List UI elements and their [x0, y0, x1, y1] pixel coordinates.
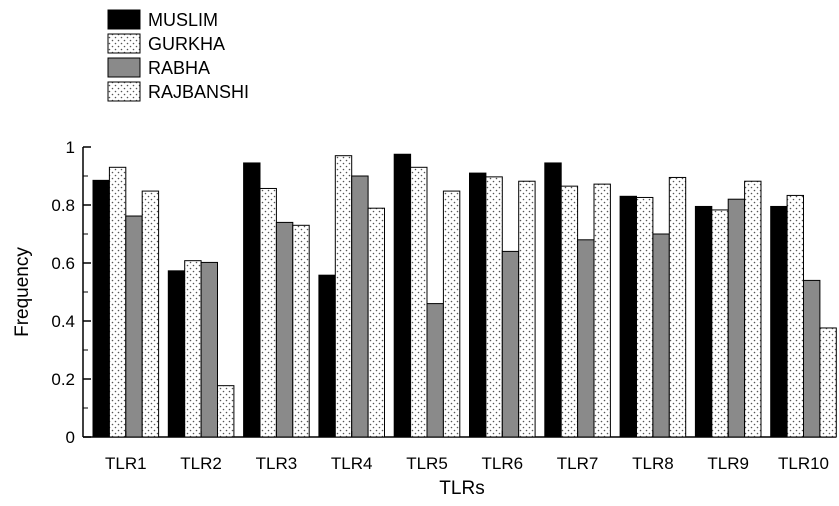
- bar-gurkha-tlr1: [108, 166, 127, 438]
- x-tick-label: TLR9: [707, 454, 749, 473]
- x-tick-label: TLR6: [482, 454, 524, 473]
- bar-rabha-tlr4: [351, 175, 369, 438]
- y-tick-label: 0.8: [51, 196, 75, 215]
- bar-gurkha-tlr5: [410, 166, 428, 438]
- x-tick-label: TLR3: [256, 454, 298, 473]
- bar-rajbanshi-tlr1: [141, 190, 160, 438]
- x-axis-label: TLRs: [439, 478, 484, 499]
- y-tick-label: 0: [66, 428, 75, 447]
- legend-swatch-rabha: [107, 57, 141, 78]
- bar-muslim-tlr8: [619, 195, 637, 438]
- bar-muslim-tlr4: [318, 274, 336, 438]
- bar-gurkha-tlr4: [334, 155, 353, 438]
- bar-gurkha-tlr10: [786, 194, 804, 438]
- bar-muslim-tlr9: [694, 205, 713, 438]
- legend-swatch-rajbanshi: [107, 81, 141, 102]
- bar-rabha-tlr2: [200, 261, 219, 438]
- bar-muslim-tlr2: [167, 270, 186, 438]
- bar-rajbanshi-tlr9: [744, 180, 762, 438]
- legend-label-rajbanshi: RAJBANSHI: [148, 82, 249, 102]
- y-tick-label: 0.4: [51, 312, 75, 331]
- bar-rajbanshi-tlr10: [819, 327, 837, 438]
- bar-muslim-tlr7: [544, 162, 562, 438]
- bar-muslim-tlr6: [469, 172, 487, 438]
- x-tick-label: TLR10: [778, 454, 829, 473]
- bar-gurkha-tlr7: [560, 185, 579, 438]
- bar-rajbanshi-tlr6: [518, 180, 536, 438]
- y-tick-label: 1: [66, 138, 75, 157]
- bar-gurkha-tlr2: [184, 260, 202, 438]
- legend-swatch-gurkha: [107, 33, 141, 54]
- x-axis-ticks: TLR1 TLR2 TLR3 TLR4 TLR5 TLR6 TLR7 TLR8 TLR9 TLR1…: [105, 431, 829, 473]
- y-axis-label: Frequency: [12, 247, 33, 337]
- x-tick-label: TLR1: [105, 454, 147, 473]
- bar-rabha-tlr10: [803, 279, 821, 438]
- bar-muslim-tlr1: [92, 179, 110, 438]
- bars: [92, 153, 837, 438]
- legend-label-muslim: MUSLIM: [148, 10, 218, 30]
- x-tick-label: TLR7: [557, 454, 599, 473]
- x-tick-label: TLR4: [331, 454, 373, 473]
- y-tick-label: 0.6: [51, 254, 75, 273]
- bar-gurkha-tlr6: [485, 176, 503, 438]
- x-tick-label: TLR5: [406, 454, 448, 473]
- bar-gurkha-tlr3: [259, 187, 277, 438]
- bar-rajbanshi-tlr7: [593, 183, 611, 438]
- bar-rajbanshi-tlr3: [292, 224, 310, 438]
- bar-rabha-tlr8: [652, 233, 670, 438]
- legend-swatch-muslim: [107, 9, 141, 30]
- bar-gurkha-tlr8: [636, 196, 654, 438]
- bar-rajbanshi-tlr2: [217, 385, 235, 438]
- bar-rabha-tlr9: [727, 198, 746, 438]
- x-tick-label: TLR8: [632, 454, 674, 473]
- bar-rajbanshi-tlr5: [442, 190, 461, 438]
- bar-rajbanshi-tlr4: [367, 207, 386, 438]
- bar-rabha-tlr6: [501, 250, 520, 438]
- y-tick-label: 0.2: [51, 370, 75, 389]
- x-tick-label: TLR2: [180, 454, 222, 473]
- bar-rabha-tlr1: [125, 215, 143, 438]
- bar-gurkha-tlr9: [711, 209, 729, 438]
- bar-rabha-tlr5: [426, 303, 444, 438]
- bar-rabha-tlr3: [275, 221, 294, 438]
- bar-rajbanshi-tlr8: [668, 176, 687, 438]
- bar-muslim-tlr5: [393, 153, 412, 438]
- legend: MUSLIM GURKHA RABHA RAJBANSHI: [107, 9, 249, 102]
- bar-muslim-tlr3: [243, 162, 261, 438]
- bar-muslim-tlr10: [770, 205, 788, 438]
- legend-label-rabha: RABHA: [148, 58, 210, 78]
- legend-label-gurkha: GURKHA: [148, 34, 225, 54]
- y-axis-ticks: 0 0.2 0.4 0.6 0.8 1: [51, 138, 91, 447]
- bar-rabha-tlr7: [577, 239, 595, 438]
